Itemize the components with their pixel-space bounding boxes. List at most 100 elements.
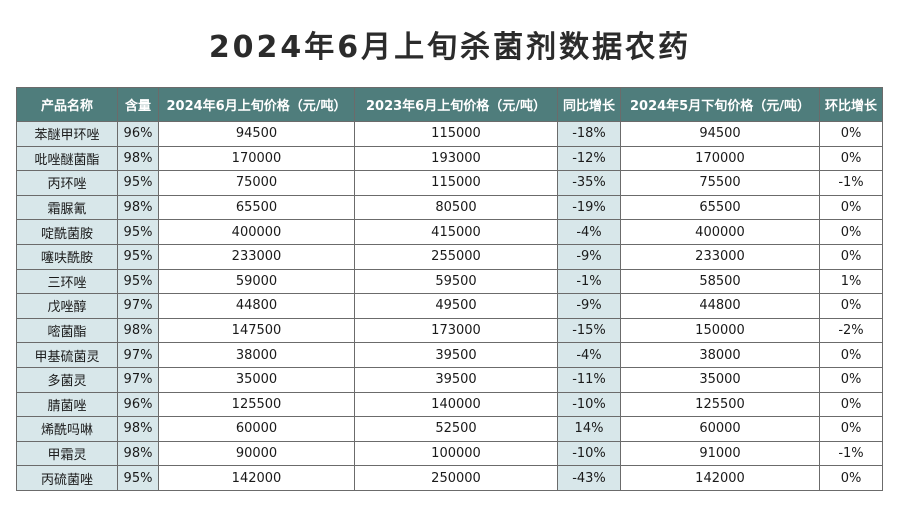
header-price-2023-jun: 2023年6月上旬价格（元/吨）: [354, 87, 558, 122]
product-name-cell: 丙环唑: [16, 170, 118, 196]
mom-growth-cell: 0%: [819, 391, 883, 418]
price-2024-jun-cell: 65500: [158, 194, 355, 221]
price-2023-jun-cell: 140000: [354, 391, 558, 418]
mom-growth-cell: 0%: [819, 366, 883, 393]
price-2024-may-cell: 150000: [620, 317, 820, 344]
header-content: 含量: [117, 87, 159, 122]
price-2024-jun-cell: 94500: [158, 121, 355, 147]
content-cell: 98%: [117, 194, 159, 221]
mom-growth-cell: 0%: [819, 465, 883, 491]
price-2024-may-cell: 94500: [620, 121, 820, 147]
price-2024-jun-cell: 170000: [158, 145, 355, 172]
product-name-cell: 嘧菌酯: [16, 317, 118, 344]
yoy-growth-cell: -1%: [557, 268, 621, 295]
product-name-cell: 吡唑醚菌酯: [16, 145, 118, 172]
product-name-cell: 烯酰吗啉: [16, 416, 118, 442]
mom-growth-cell: -1%: [819, 440, 883, 467]
price-2023-jun-cell: 115000: [354, 170, 558, 196]
product-name-cell: 啶酰菌胺: [16, 219, 118, 245]
table-row: 噻呋酰胺 95% 233000 255000 -9% 233000 0%: [16, 243, 883, 270]
header-product-name: 产品名称: [16, 87, 118, 122]
price-2024-may-cell: 75500: [620, 170, 820, 196]
product-name-cell: 甲基硫菌灵: [16, 342, 118, 368]
yoy-growth-cell: -10%: [557, 440, 621, 467]
content-cell: 98%: [117, 317, 159, 344]
price-2024-may-cell: 60000: [620, 416, 820, 442]
yoy-growth-cell: -19%: [557, 194, 621, 221]
content-cell: 95%: [117, 268, 159, 295]
table-row: 多菌灵 97% 35000 39500 -11% 35000 0%: [16, 366, 883, 393]
price-2024-jun-cell: 147500: [158, 317, 355, 344]
table-body: 苯醚甲环唑 96% 94500 115000 -18% 94500 0% 吡唑醚菌酯 98% 17…: [16, 121, 883, 491]
page-title: 2024年6月上旬杀菌剂数据农药: [208, 30, 692, 65]
table-row: 霜脲氰 98% 65500 80500 -19% 65500 0%: [16, 194, 883, 221]
content-cell: 98%: [117, 145, 159, 172]
price-2024-may-cell: 91000: [620, 440, 820, 467]
content-cell: 97%: [117, 366, 159, 393]
yoy-growth-cell: -18%: [557, 121, 621, 147]
content-cell: 95%: [117, 219, 159, 245]
content-cell: 95%: [117, 170, 159, 196]
mom-growth-cell: 0%: [819, 243, 883, 270]
price-2024-jun-cell: 44800: [158, 293, 355, 319]
price-2024-jun-cell: 142000: [158, 465, 355, 491]
table-row: 腈菌唑 96% 125500 140000 -10% 125500 0%: [16, 391, 883, 418]
price-2023-jun-cell: 49500: [354, 293, 558, 319]
price-2024-jun-cell: 60000: [158, 416, 355, 442]
price-2024-jun-cell: 125500: [158, 391, 355, 418]
table-row: 甲霜灵 98% 90000 100000 -10% 91000 -1%: [16, 440, 883, 467]
table-row: 戊唑醇 97% 44800 49500 -9% 44800 0%: [16, 293, 883, 319]
product-name-cell: 甲霜灵: [16, 440, 118, 467]
table-row: 丙硫菌唑 95% 142000 250000 -43% 142000 0%: [16, 465, 883, 491]
price-2023-jun-cell: 250000: [354, 465, 558, 491]
price-2024-jun-cell: 90000: [158, 440, 355, 467]
price-2023-jun-cell: 80500: [354, 194, 558, 221]
product-name-cell: 噻呋酰胺: [16, 243, 118, 270]
mom-growth-cell: -1%: [819, 170, 883, 196]
price-2024-may-cell: 400000: [620, 219, 820, 245]
product-name-cell: 三环唑: [16, 268, 118, 295]
yoy-growth-cell: -4%: [557, 342, 621, 368]
price-2023-jun-cell: 415000: [354, 219, 558, 245]
mom-growth-cell: 0%: [819, 293, 883, 319]
product-name-cell: 苯醚甲环唑: [16, 121, 118, 147]
price-2023-jun-cell: 39500: [354, 366, 558, 393]
content-cell: 96%: [117, 391, 159, 418]
yoy-growth-cell: 14%: [557, 416, 621, 442]
content-cell: 97%: [117, 293, 159, 319]
mom-growth-cell: -2%: [819, 317, 883, 344]
price-2024-may-cell: 233000: [620, 243, 820, 270]
price-2024-may-cell: 65500: [620, 194, 820, 221]
product-name-cell: 戊唑醇: [16, 293, 118, 319]
price-2024-may-cell: 35000: [620, 366, 820, 393]
content-cell: 98%: [117, 416, 159, 442]
content-cell: 95%: [117, 465, 159, 491]
yoy-growth-cell: -9%: [557, 293, 621, 319]
price-2024-jun-cell: 75000: [158, 170, 355, 196]
price-table: 产品名称 含量 2024年6月上旬价格（元/吨） 2023年6月上旬价格（元/吨…: [16, 87, 883, 491]
mom-growth-cell: 0%: [819, 194, 883, 221]
price-2024-may-cell: 170000: [620, 145, 820, 172]
content-cell: 96%: [117, 121, 159, 147]
content-cell: 97%: [117, 342, 159, 368]
mom-growth-cell: 0%: [819, 416, 883, 442]
header-price-2024-jun: 2024年6月上旬价格（元/吨）: [158, 87, 355, 122]
yoy-growth-cell: -15%: [557, 317, 621, 344]
table-row: 嘧菌酯 98% 147500 173000 -15% 150000 -2%: [16, 317, 883, 344]
header-mom-growth: 环比增长: [819, 87, 883, 122]
table-row: 啶酰菌胺 95% 400000 415000 -4% 400000 0%: [16, 219, 883, 245]
yoy-growth-cell: -4%: [557, 219, 621, 245]
header-price-2024-may: 2024年5月下旬价格（元/吨）: [620, 87, 820, 122]
mom-growth-cell: 0%: [819, 121, 883, 147]
price-2024-jun-cell: 59000: [158, 268, 355, 295]
yoy-growth-cell: -11%: [557, 366, 621, 393]
yoy-growth-cell: -9%: [557, 243, 621, 270]
price-2024-jun-cell: 35000: [158, 366, 355, 393]
mom-growth-cell: 0%: [819, 145, 883, 172]
product-name-cell: 丙硫菌唑: [16, 465, 118, 491]
product-name-cell: 多菌灵: [16, 366, 118, 393]
table-header-row: 产品名称 含量 2024年6月上旬价格（元/吨） 2023年6月上旬价格（元/吨…: [16, 87, 883, 122]
price-2023-jun-cell: 255000: [354, 243, 558, 270]
price-2023-jun-cell: 52500: [354, 416, 558, 442]
yoy-growth-cell: -10%: [557, 391, 621, 418]
